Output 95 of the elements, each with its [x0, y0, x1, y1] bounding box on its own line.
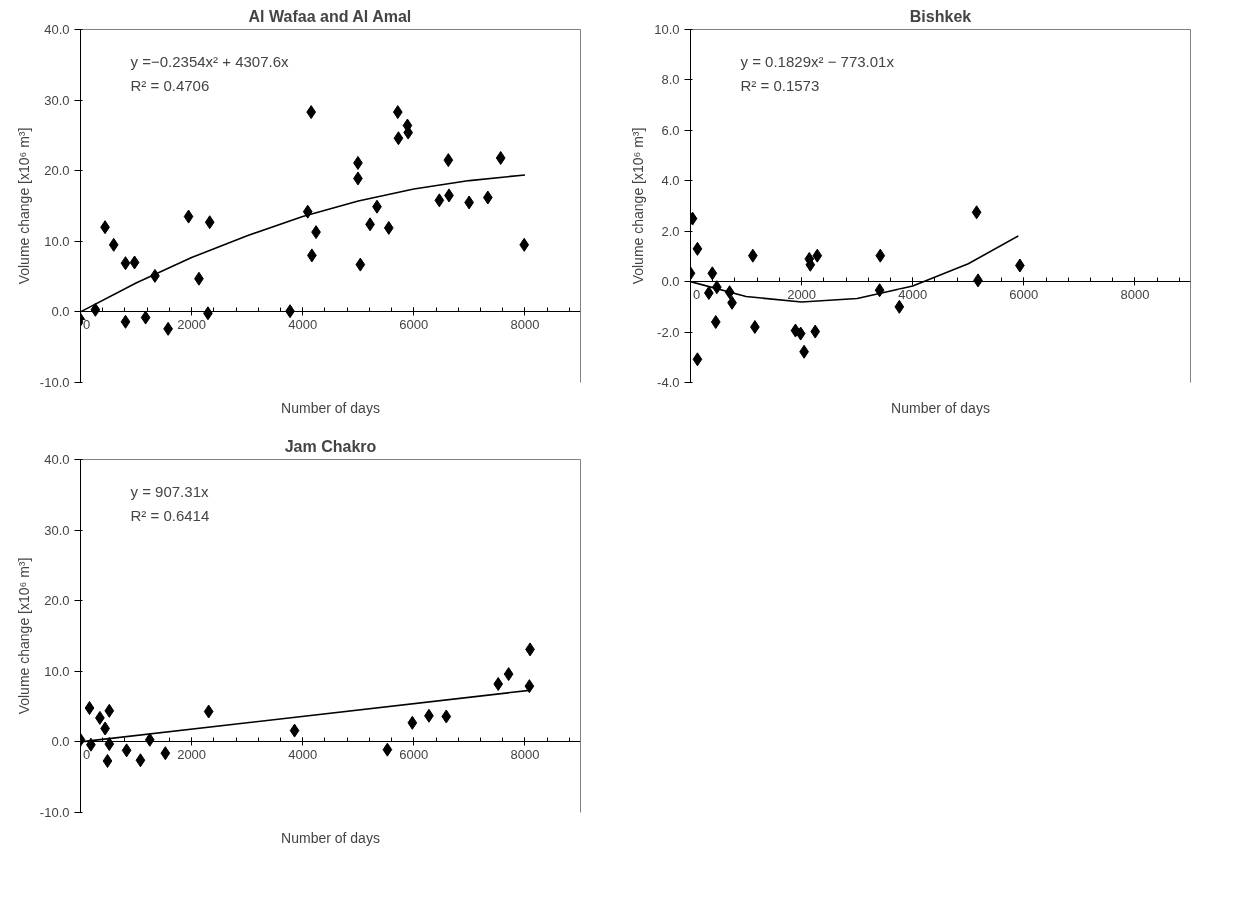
x-tick-label: 6000 [399, 316, 429, 332]
y-tick-label: 6.0 [661, 122, 680, 138]
point [692, 241, 703, 256]
annotation: R² = 0.1573 [740, 76, 820, 94]
y-tick-label: -10.0 [39, 805, 70, 820]
x-tick-label: 2000 [787, 286, 817, 302]
point [795, 326, 806, 341]
point [121, 743, 132, 758]
y-tick-label: 30.0 [44, 522, 70, 538]
point [144, 732, 155, 747]
x-axis-title: Number of days [891, 399, 990, 416]
point [84, 701, 95, 716]
x-tick-label: 0 [82, 316, 91, 332]
point [493, 677, 504, 692]
point [810, 324, 821, 339]
point [707, 266, 718, 281]
y-tick-label: 0.0 [661, 274, 680, 290]
y-tick-label: -4.0 [657, 375, 680, 390]
point [104, 703, 115, 718]
y-tick-label: 2.0 [661, 223, 680, 239]
y-tick-label: 4.0 [661, 173, 680, 189]
annotation: R² = 0.4706 [130, 76, 210, 94]
point [503, 667, 514, 682]
y-axis-title: Volume change [x10⁶ m³] [630, 127, 647, 285]
annotation: R² = 0.6414 [130, 506, 210, 524]
point [355, 257, 366, 272]
y-axis-title: Volume change [x10⁶ m³] [15, 557, 32, 715]
x-tick-label: 8000 [510, 316, 540, 332]
y-tick-label: -2.0 [657, 324, 680, 340]
y-tick-label: -10.0 [39, 375, 70, 390]
point [894, 299, 905, 314]
point [289, 723, 300, 738]
x-tick-label: 8000 [510, 746, 540, 762]
point [120, 314, 131, 329]
y-tick-label: 20.0 [44, 593, 70, 609]
y-tick-label: 10.0 [44, 233, 70, 249]
point [392, 105, 403, 120]
point [393, 131, 404, 146]
x-tick-label: 4000 [288, 316, 318, 332]
x-axis-title: Number of days [281, 399, 380, 416]
chart-title: Al Wafaa and Al Amal [248, 7, 412, 25]
y-tick-label: 0.0 [51, 734, 70, 750]
x-tick-label: 6000 [1009, 286, 1039, 302]
point [302, 204, 313, 219]
point [204, 215, 215, 230]
x-axis-title: Number of days [281, 829, 380, 846]
x-tick-label: 6000 [399, 746, 429, 762]
chart-title: Bishkek [909, 7, 972, 25]
point [812, 248, 823, 263]
y-axis-title: Volume change [x10⁶ m³] [15, 127, 32, 285]
point [108, 237, 119, 252]
x-tick-label: 2000 [177, 316, 207, 332]
point [724, 285, 735, 300]
y-tick-label: 30.0 [44, 92, 70, 108]
y-tick-label: 40.0 [44, 452, 70, 467]
point [443, 153, 454, 168]
point [90, 302, 101, 317]
point [102, 753, 113, 768]
y-tick-label: 10.0 [44, 663, 70, 679]
x-tick-label: 0 [692, 286, 701, 302]
point [383, 220, 394, 235]
point [135, 753, 146, 768]
point [407, 715, 418, 730]
point [120, 256, 131, 271]
point [495, 150, 506, 165]
annotation: y = 0.1829x² − 773.01x [740, 52, 895, 70]
x-tick-label: 8000 [1120, 286, 1150, 302]
point [971, 205, 982, 220]
point [710, 314, 721, 329]
point [382, 742, 393, 757]
x-tick-label: 4000 [288, 746, 318, 762]
point [160, 746, 171, 761]
point [140, 310, 151, 325]
x-tick-label: 0 [82, 746, 91, 762]
y-tick-label: 40.0 [44, 22, 70, 37]
point [104, 737, 115, 752]
point [524, 679, 535, 694]
y-tick-label: 0.0 [51, 304, 70, 320]
point [203, 704, 214, 719]
y-tick-label: 8.0 [661, 72, 680, 88]
point [434, 193, 445, 208]
point [875, 248, 886, 263]
x-tick-label: 2000 [177, 746, 207, 762]
chart-title: Jam Chakro [284, 437, 377, 455]
annotation: y = 907.31x [130, 482, 209, 500]
y-tick-label: 10.0 [654, 22, 680, 37]
point [874, 283, 885, 298]
point [183, 209, 194, 224]
x-tick-label: 4000 [898, 286, 928, 302]
point [692, 352, 703, 367]
point [519, 237, 530, 252]
y-tick-label: 20.0 [44, 163, 70, 179]
point [441, 709, 452, 724]
annotation: y =−0.2354x² + 4307.6x [130, 52, 290, 70]
point [129, 255, 140, 270]
